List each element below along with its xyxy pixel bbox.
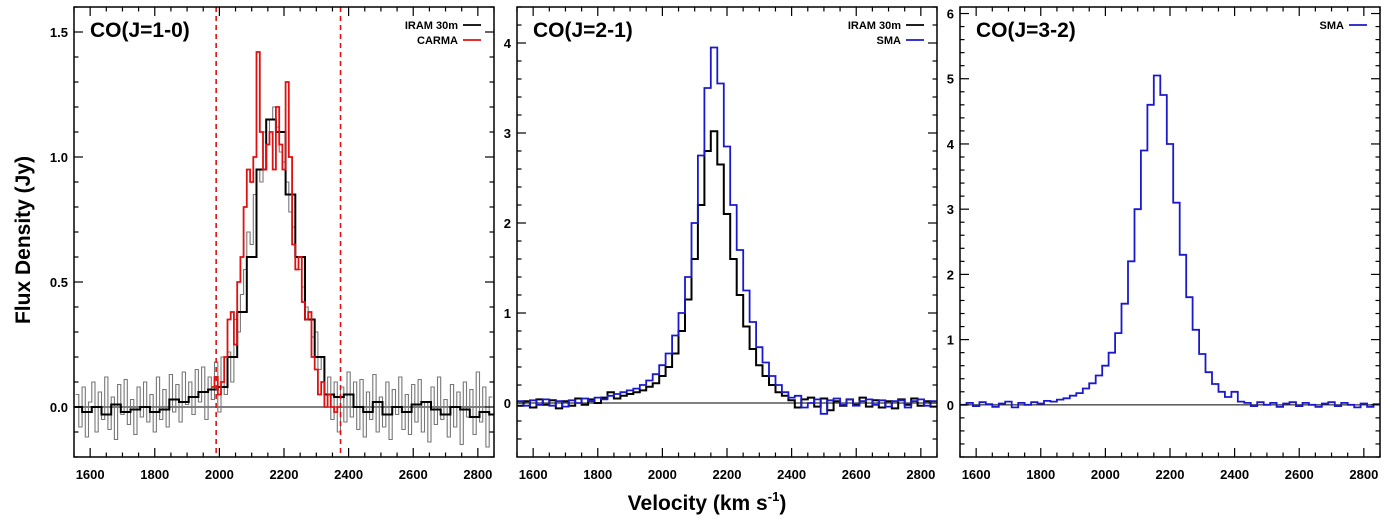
x-tick-label: 1800: [1026, 467, 1055, 482]
axes-ticks: [516, 6, 938, 457]
x-tick-label: 2400: [334, 467, 363, 482]
x-tick-label: 2200: [713, 467, 742, 482]
series-line-sma: [960, 74, 1380, 409]
y-tick-label: 2: [504, 216, 511, 231]
x-tick-label: 1600: [519, 467, 548, 482]
plot-area: [74, 7, 494, 457]
x-axis-label: Velocity (km s-1): [628, 489, 787, 515]
axes-ticks: [73, 6, 495, 458]
legend-label: SMA: [877, 35, 902, 47]
axes-ticks: [959, 7, 1381, 458]
y-axis-label: Flux Density (Jy): [12, 156, 35, 324]
x-tick-label: 2600: [399, 467, 428, 482]
series-line-carma: [211, 51, 341, 413]
x-tick-label: 2800: [463, 467, 492, 482]
series-line-iram-30m: [517, 130, 937, 412]
x-tick-label: 1600: [76, 467, 105, 482]
x-tick-label: 2600: [842, 467, 871, 482]
x-tick-label: 2800: [906, 467, 935, 482]
y-tick-label: 1: [504, 306, 511, 321]
y-tick-label: 2: [947, 267, 954, 282]
legend-label: IRAM 30m: [848, 20, 901, 32]
x-tick-label: 2600: [1285, 467, 1314, 482]
y-tick-label: 1: [947, 333, 954, 348]
legend-label: CARMA: [417, 35, 458, 47]
plot-area: [517, 46, 937, 415]
y-tick-label: 1.5: [50, 25, 68, 40]
x-tick-label: 2400: [777, 467, 806, 482]
x-tick-label: 2800: [1349, 467, 1378, 482]
plot-area: [960, 74, 1380, 409]
panel-3: 1600 1800 2000 2200 2400 2600 2800 0 1 2 3 4 5 6 CO(J=…: [947, 6, 1381, 482]
series-line-raw: [75, 106, 493, 448]
panels: 1600 1800 2000 2200 2400 2600 28000.00.51.01.5…: [50, 6, 1381, 482]
x-tick-label: 2000: [205, 467, 234, 482]
x-tick-label: 2000: [1091, 467, 1120, 482]
panel-2: 1600 1800 2000 2200 2400 2600 2800 0 1 2 3 4 CO(J=2-…: [504, 6, 938, 482]
x-tick-label: 1800: [140, 467, 169, 482]
y-tick-label: 0: [947, 398, 954, 413]
legend-label: IRAM 30m: [405, 20, 458, 32]
y-tick-label: 3: [504, 126, 511, 141]
x-tick-label: 2400: [1220, 467, 1249, 482]
panel-title: CO(J=3-2): [976, 19, 1076, 42]
y-tick-label: 6: [947, 7, 954, 22]
y-tick-label: 0.5: [50, 275, 68, 290]
y-tick-label: 5: [947, 72, 954, 87]
series-line-sma: [517, 46, 937, 415]
x-tick-label: 1800: [583, 467, 612, 482]
x-tick-label: 2200: [1156, 467, 1185, 482]
y-tick-label: 1.0: [50, 150, 68, 165]
x-tick-label: 2200: [270, 467, 299, 482]
axes-frame: [516, 6, 938, 458]
panel-1: 1600 1800 2000 2200 2400 2600 2800 0.0 0.5 1.0 1.5…: [50, 6, 495, 482]
y-tick-label: 3: [947, 202, 954, 217]
axes-frame: [959, 6, 1381, 458]
y-tick-label: 0.0: [50, 400, 68, 415]
y-tick-label: 4: [947, 137, 955, 152]
y-tick-label: 0: [504, 396, 511, 411]
x-tick-label: 1600: [962, 467, 991, 482]
x-tick-label: 2000: [648, 467, 677, 482]
panel-title: CO(J=2-1): [533, 19, 633, 42]
panel-title: CO(J=1-0): [90, 19, 190, 42]
y-tick-label: 4: [504, 36, 512, 51]
legend-label: SMA: [1320, 20, 1345, 32]
